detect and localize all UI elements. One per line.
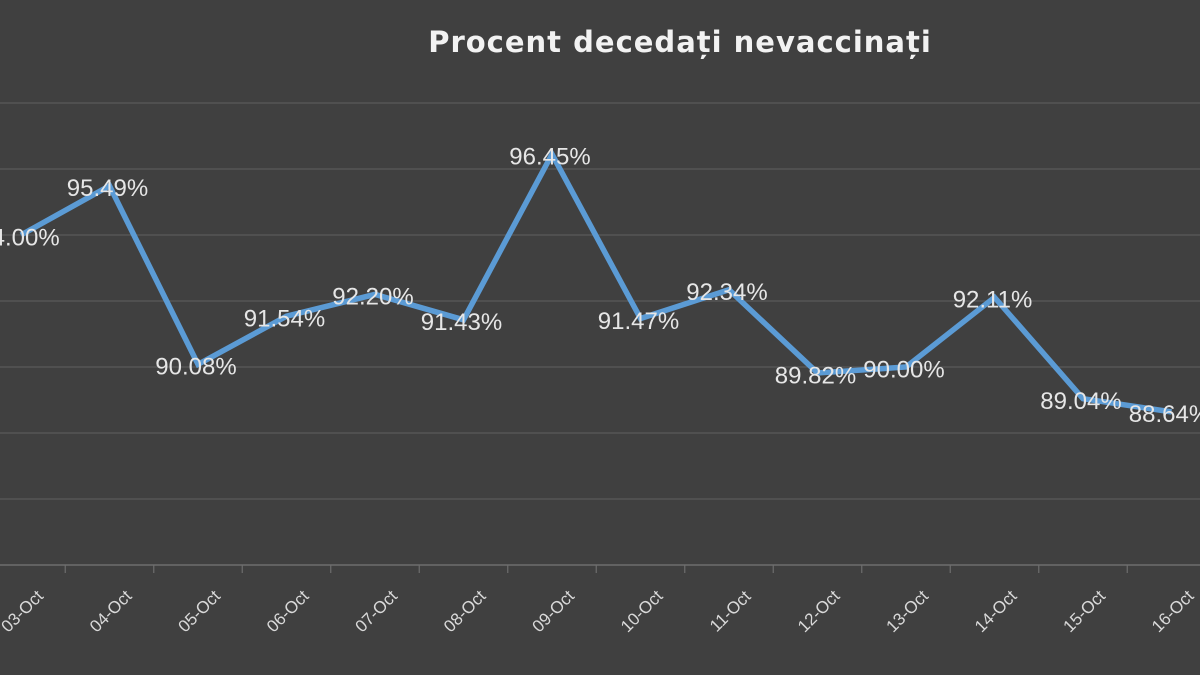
x-tick-label: 12-Oct xyxy=(794,586,844,636)
data-label: 92.20% xyxy=(332,284,413,311)
data-labels: 94.00% 95.49% 90.08% 91.54% 92.20% 91.43% 96.4… xyxy=(0,143,1200,428)
series-line-path xyxy=(19,148,1172,415)
x-tick-label: 10-Oct xyxy=(617,586,667,636)
data-label: 92.34% xyxy=(686,279,767,306)
data-label: 88.64% xyxy=(1129,401,1200,428)
chart-title: Procent decedați nevaccinați xyxy=(428,25,932,59)
x-tick-label: 03-Oct xyxy=(0,586,47,636)
data-label: 91.54% xyxy=(244,306,325,333)
data-label: 92.11% xyxy=(953,287,1033,314)
x-tick-label: 11-Oct xyxy=(706,587,755,636)
data-label: 94.00% xyxy=(0,224,60,251)
x-tick-label: 13-Oct xyxy=(883,586,933,636)
x-tick-label: 07-Oct xyxy=(352,586,402,636)
data-label: 96.45% xyxy=(509,143,590,170)
x-tick-label: 15-Oct xyxy=(1060,586,1110,636)
data-label: 91.43% xyxy=(421,309,502,336)
data-label: 89.82% xyxy=(775,362,856,389)
x-tick-label: 14-Oct xyxy=(971,586,1021,636)
x-tick-label: 05-Oct xyxy=(175,586,225,636)
x-tick-label: 08-Oct xyxy=(440,586,490,636)
data-label: 90.08% xyxy=(155,354,236,381)
x-tick-label: 04-Oct xyxy=(86,586,136,636)
x-tick-label: 16-Oct xyxy=(1148,586,1198,636)
data-label: 91.47% xyxy=(598,308,679,335)
x-axis: 03-Oct 04-Oct 05-Oct 06-Oct 07-Oct 08-Oct 09-O… xyxy=(0,564,1200,636)
data-label: 90.00% xyxy=(863,356,944,383)
series-line xyxy=(19,148,1172,415)
data-label: 89.04% xyxy=(1040,388,1121,415)
x-tick-label: 06-Oct xyxy=(263,586,313,636)
data-label: 95.49% xyxy=(67,175,148,202)
gridlines xyxy=(0,102,1200,500)
x-tick-label: 09-Oct xyxy=(529,586,579,636)
